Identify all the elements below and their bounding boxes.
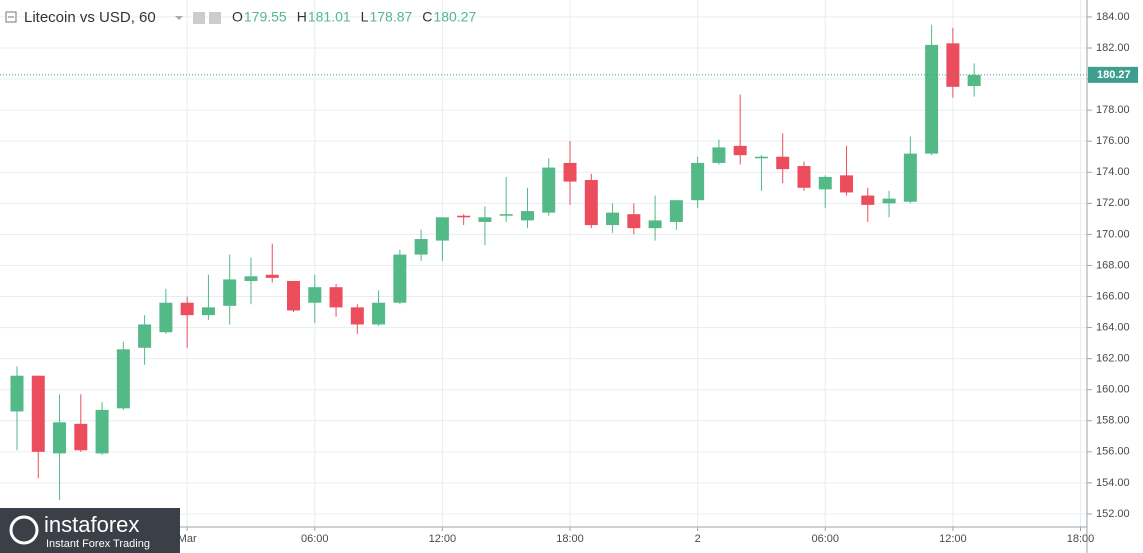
- candle-body: [31, 375, 45, 452]
- x-tick-label: 2: [695, 533, 701, 545]
- candle-body: [691, 162, 705, 201]
- candle-body: [563, 162, 577, 182]
- field-label: O: [232, 9, 243, 25]
- ohlc-fields: O 179.55 H 181.01 L 178.87 C 180.27: [232, 9, 476, 25]
- y-tick-label: 174.00: [1096, 166, 1130, 178]
- y-tick-label: 172.00: [1096, 197, 1130, 209]
- y-tick-label: 170.00: [1096, 228, 1130, 240]
- y-tick-label: 156.00: [1096, 446, 1130, 458]
- candle-body: [180, 302, 194, 316]
- field-value: 181.01: [308, 9, 351, 25]
- candle-body: [350, 307, 364, 325]
- candle-body: [542, 167, 556, 213]
- candle-body: [457, 215, 471, 218]
- x-tick-label: Mar: [178, 533, 197, 545]
- candle-body: [967, 74, 981, 87]
- last-price-box: [1088, 66, 1138, 83]
- candle-body: [861, 195, 875, 205]
- candle-body: [265, 274, 279, 278]
- dropdown-icon[interactable]: [175, 16, 183, 20]
- y-tick-label: 160.00: [1096, 384, 1130, 396]
- x-tick-label: 18:00: [556, 533, 584, 545]
- candle-body: [627, 214, 641, 229]
- candle-body: [95, 409, 109, 454]
- field-label: L: [361, 9, 369, 25]
- candle-body: [648, 220, 662, 229]
- last-price-label: 180.27: [1097, 69, 1131, 81]
- candle-body: [308, 287, 322, 303]
- y-tick-label: 182.00: [1096, 42, 1130, 54]
- candle-body: [669, 200, 683, 222]
- candle-body: [840, 175, 854, 193]
- candle-body: [754, 156, 768, 159]
- candle-body: [712, 147, 726, 163]
- x-tick-label: 06:00: [811, 533, 839, 545]
- logo-name: instaforex: [44, 512, 139, 537]
- candle-body: [520, 211, 534, 221]
- candle-body: [53, 422, 67, 454]
- symbol-title: Litecoin vs USD, 60: [24, 9, 156, 26]
- candle-body: [10, 375, 24, 412]
- settings-icon[interactable]: [193, 12, 205, 24]
- y-tick-label: 166.00: [1096, 290, 1130, 302]
- format-icon[interactable]: [209, 12, 221, 24]
- axes: 152.00 154.00 156.00 158.00 160.00 162.00 164.…: [178, 11, 1138, 545]
- x-tick-label: 12:00: [939, 533, 967, 545]
- candle-body: [882, 198, 896, 204]
- x-tick-label: 12:00: [429, 533, 457, 545]
- candle-body: [776, 156, 790, 170]
- candle-body: [733, 145, 747, 156]
- candle-body: [287, 280, 301, 311]
- candle-body: [925, 44, 939, 154]
- logo-tagline: Instant Forex Trading: [46, 538, 150, 550]
- candle-body: [393, 254, 407, 303]
- candle-body: [159, 302, 173, 333]
- candle-body: [74, 423, 88, 451]
- candle-body: [329, 287, 343, 308]
- candle-body: [478, 217, 492, 222]
- candle-body: [946, 43, 960, 87]
- y-tick-label: 184.00: [1096, 11, 1130, 23]
- candle-body: [435, 217, 449, 241]
- candle-body: [903, 153, 917, 202]
- candle-body: [414, 239, 428, 255]
- candle-body: [372, 302, 386, 325]
- candle-body: [584, 180, 598, 226]
- field-value: 180.27: [433, 9, 476, 25]
- y-tick-label: 176.00: [1096, 135, 1130, 147]
- y-tick-label: 158.00: [1096, 415, 1130, 427]
- y-tick-label: 164.00: [1096, 321, 1130, 333]
- candle-body: [499, 214, 513, 216]
- y-tick-label: 162.00: [1096, 353, 1130, 365]
- candle-body: [244, 276, 258, 281]
- candle-body: [818, 176, 832, 190]
- y-tick-label: 168.00: [1096, 259, 1130, 271]
- field-label: H: [297, 9, 307, 25]
- collapse-icon[interactable]: [5, 11, 17, 23]
- field-label: C: [422, 9, 432, 25]
- x-tick-label: 18:00: [1067, 533, 1095, 545]
- y-tick-label: 154.00: [1096, 477, 1130, 489]
- x-tick-label: 06:00: [301, 533, 329, 545]
- candle-body: [223, 279, 237, 306]
- candle-body: [201, 307, 215, 316]
- logo-box: [0, 508, 180, 553]
- candle-body: [138, 324, 152, 348]
- candle-body: [116, 349, 130, 409]
- logo-icon: [9, 515, 39, 545]
- candles: [0, 24, 1087, 500]
- y-tick-label: 152.00: [1096, 508, 1130, 520]
- field-value: 178.87: [369, 9, 412, 25]
- y-tick-label: 178.00: [1096, 104, 1130, 116]
- field-value: 179.55: [244, 9, 287, 25]
- candle-body: [606, 212, 620, 226]
- candle-body: [797, 166, 811, 188]
